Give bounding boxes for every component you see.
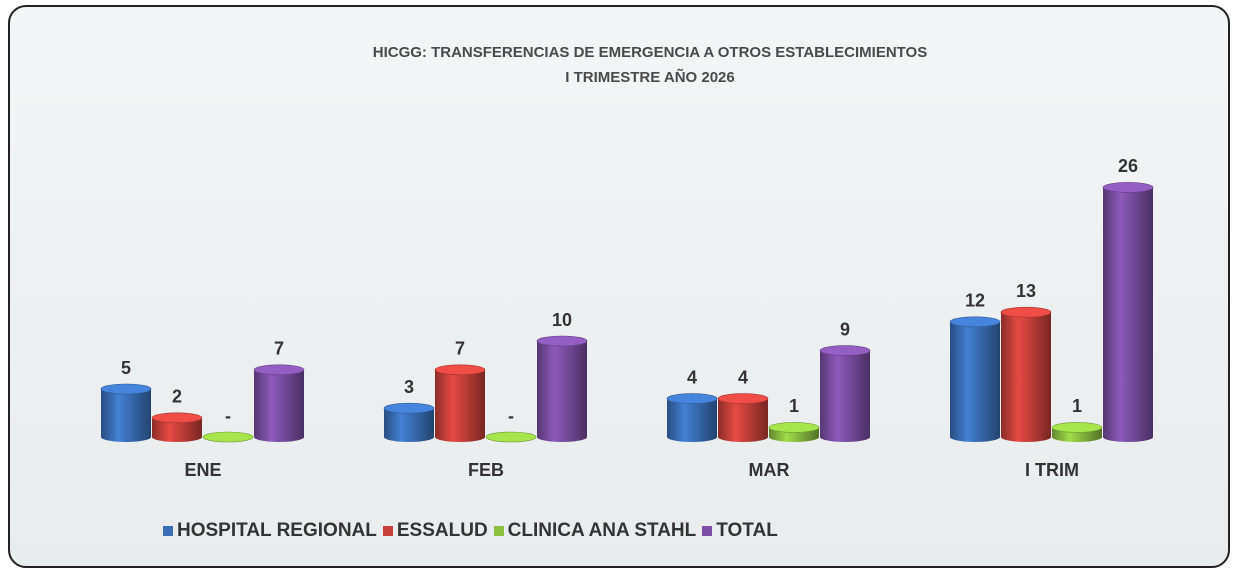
bar-cap — [769, 422, 819, 432]
x-tick-label: MAR — [742, 457, 796, 483]
bar — [101, 389, 151, 442]
legend: HOSPITAL REGIONAL ESSALUD CLINICA ANA STAH… — [163, 520, 778, 542]
value-label: 4 — [687, 367, 697, 387]
bar-cap — [667, 394, 717, 404]
bar-cap — [203, 432, 253, 442]
bar — [718, 399, 768, 442]
x-tick-label: I TRIM — [1025, 457, 1079, 483]
bar-cap — [101, 384, 151, 394]
bar-cap — [1052, 422, 1102, 432]
legend-swatch — [383, 526, 393, 536]
legend-item: ESSALUD — [383, 520, 488, 542]
value-label: 1 — [1072, 396, 1082, 416]
bar-cap — [254, 365, 304, 375]
chart: HICGG: TRANSFERENCIAS DE EMERGENCIA A OT… — [0, 0, 1234, 573]
value-label: 5 — [121, 358, 131, 378]
value-label: 9 — [840, 319, 850, 339]
x-tick-label: ENE — [176, 457, 230, 483]
value-label: - — [508, 406, 514, 426]
legend-label: HOSPITAL REGIONAL — [177, 520, 377, 542]
chart-subtitle: I TRIMESTRE AÑO 2026 — [565, 68, 734, 86]
bar-cap — [384, 403, 434, 413]
legend-label: ESSALUD — [397, 520, 488, 542]
legend-label: TOTAL — [716, 520, 778, 542]
bar-cap — [537, 336, 587, 346]
legend-item: CLINICA ANA STAHL — [494, 520, 697, 542]
page: HICGG: TRANSFERENCIAS DE EMERGENCIA A OT… — [0, 0, 1234, 573]
bar-cap — [1001, 307, 1051, 317]
value-label: 7 — [274, 339, 284, 359]
value-label: 7 — [455, 339, 465, 359]
legend-swatch — [163, 526, 173, 536]
bar — [435, 370, 485, 442]
bar — [254, 370, 304, 442]
bar-cap — [718, 394, 768, 404]
bar — [820, 351, 870, 442]
bar — [1001, 312, 1051, 442]
legend-label: CLINICA ANA STAHL — [508, 520, 697, 542]
legend-swatch — [494, 526, 504, 536]
bar-cap — [435, 365, 485, 375]
legend-item: HOSPITAL REGIONAL — [163, 520, 377, 542]
value-label: 4 — [738, 367, 748, 387]
chart-title: HICGG: TRANSFERENCIAS DE EMERGENCIA A OT… — [373, 44, 927, 61]
value-label: 1 — [789, 396, 799, 416]
bar — [1103, 187, 1153, 442]
value-label: 26 — [1118, 156, 1138, 176]
value-label: 3 — [404, 377, 414, 397]
value-label: 2 — [172, 387, 182, 407]
bar-cap — [950, 317, 1000, 327]
value-label: 10 — [552, 310, 572, 330]
value-label: 12 — [965, 291, 985, 311]
value-label: 13 — [1016, 281, 1036, 301]
bar-cap — [152, 413, 202, 423]
x-tick-label: FEB — [459, 457, 513, 483]
bar-cap — [1103, 182, 1153, 192]
bar — [667, 399, 717, 442]
legend-swatch — [702, 526, 712, 536]
bar-cap — [486, 432, 536, 442]
bar — [537, 341, 587, 442]
legend-item: TOTAL — [702, 520, 778, 542]
bar-cap — [820, 346, 870, 356]
bar — [950, 322, 1000, 442]
value-label: - — [225, 406, 231, 426]
